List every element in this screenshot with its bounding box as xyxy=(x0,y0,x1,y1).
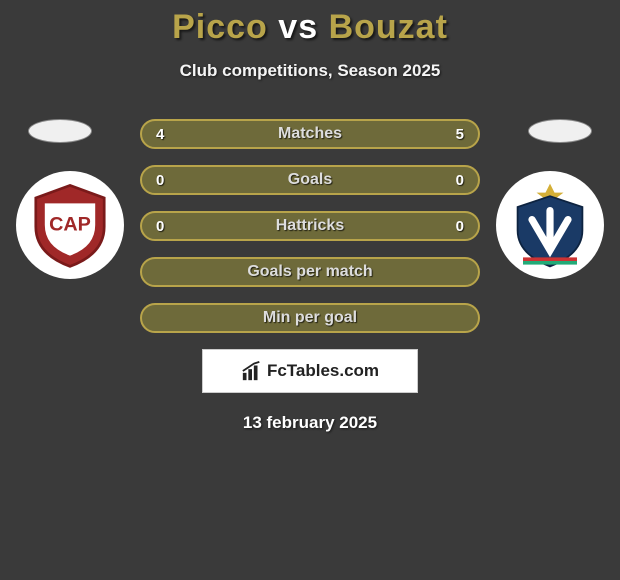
player2-name: Bouzat xyxy=(329,8,448,46)
subtitle: Club competitions, Season 2025 xyxy=(0,61,620,81)
stat-bar-goals: 0 Goals 0 xyxy=(140,165,480,195)
stat-label: Hattricks xyxy=(276,217,344,235)
stat-bar-gpm: Goals per match xyxy=(140,257,480,287)
stat-right-value: 0 xyxy=(456,218,464,235)
stat-right-value: 5 xyxy=(456,126,464,143)
comparison-card: Picco vs Bouzat Club competitions, Seaso… xyxy=(0,0,620,433)
vs-text: vs xyxy=(278,8,318,46)
stat-label: Matches xyxy=(278,125,342,143)
stat-bar-matches: 4 Matches 5 xyxy=(140,119,480,149)
stat-label: Goals xyxy=(288,171,332,189)
shield-right-icon xyxy=(505,180,595,270)
svg-text:CAP: CAP xyxy=(49,213,91,235)
stat-left-value: 4 xyxy=(156,126,164,143)
stat-bar-mpg: Min per goal xyxy=(140,303,480,333)
date-text: 13 february 2025 xyxy=(0,413,620,433)
team-logo-left: CAP xyxy=(16,171,124,279)
stat-bars: 4 Matches 5 0 Goals 0 0 Hattricks 0 Goal… xyxy=(140,119,480,333)
shield-left-icon: CAP xyxy=(25,180,115,270)
stat-right-value: 0 xyxy=(456,172,464,189)
chart-icon xyxy=(241,360,263,382)
player1-name: Picco xyxy=(172,8,268,46)
stat-label: Goals per match xyxy=(247,263,372,281)
brand-text: FcTables.com xyxy=(267,361,379,381)
stat-left-value: 0 xyxy=(156,218,164,235)
title: Picco vs Bouzat xyxy=(0,8,620,47)
team-logo-right xyxy=(496,171,604,279)
flag-left xyxy=(28,119,92,143)
stat-left-value: 0 xyxy=(156,172,164,189)
brand-box: FcTables.com xyxy=(202,349,418,393)
main-area: CAP 4 Matches 5 0 Goals 0 xyxy=(0,119,620,433)
flag-right xyxy=(528,119,592,143)
stat-label: Min per goal xyxy=(263,309,357,327)
stat-bar-hattricks: 0 Hattricks 0 xyxy=(140,211,480,241)
